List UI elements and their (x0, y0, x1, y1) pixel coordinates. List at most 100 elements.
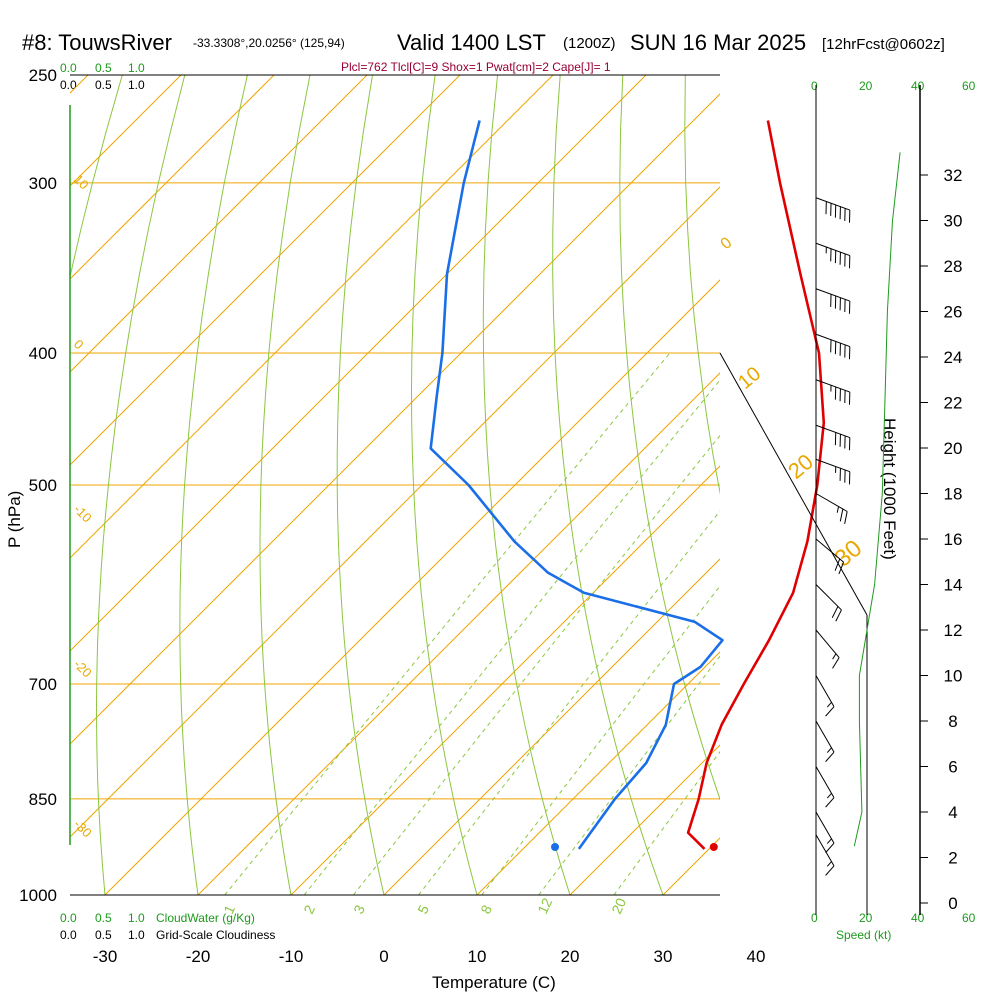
dry-adiabat (259, 75, 311, 895)
isotherm-line (70, 75, 368, 373)
dry-adiabat (179, 75, 248, 895)
cloud-scale-bottom-black-0: 0.0 (60, 928, 77, 942)
isotherm-line (70, 75, 554, 559)
isotherm-label: 10 (71, 172, 92, 193)
surface-dewpoint-dot (551, 843, 559, 851)
pressure-tick-label: 700 (29, 675, 57, 694)
wind-barb-staff (815, 834, 835, 867)
wind-barb (815, 379, 851, 405)
wind-barb-staff (815, 458, 850, 473)
speed-axis: 0 20 40 60 0 20 40 60 Speed (kt) (811, 79, 976, 942)
isotherm-label: 0 (71, 337, 87, 353)
speed-tick-top-3: 60 (962, 79, 976, 93)
dry-adiabat (95, 75, 186, 895)
wind-barb-feather (844, 511, 848, 524)
speed-label: Speed (kt) (836, 928, 891, 942)
wind-barb-half-feather (826, 838, 832, 844)
isotherm-line (383, 558, 720, 895)
mixing-ratio-line (613, 751, 720, 895)
mixing-ratio-label: 5 (414, 902, 432, 916)
wind-barb (815, 424, 851, 451)
wind-barb (815, 458, 851, 485)
cloud-scale-top: 0.0 0.5 1.0 0.0 0.5 1.0 (60, 61, 145, 92)
wind-barb-staff (815, 766, 835, 798)
wind-barb-staff (815, 424, 850, 439)
wind-barb-staff (815, 629, 840, 658)
zulu-time: (1200Z) (563, 35, 616, 52)
cloud-scale-black-2: 1.0 (128, 78, 145, 92)
wind-barb-staff (815, 584, 842, 611)
isotherm-line (70, 75, 647, 652)
wind-speed-profile (853, 152, 901, 847)
mixing-ratio-label: 3 (350, 902, 368, 916)
mixing-ratio-line (303, 379, 720, 895)
height-tick-label: 20 (944, 439, 963, 458)
pressure-tick-label: 400 (29, 344, 57, 363)
pressure-tick-label: 250 (29, 66, 57, 85)
wind-barb (815, 288, 851, 314)
speed-tick-bottom-2: 40 (911, 911, 925, 925)
temperature-tick-label: 0 (379, 947, 388, 966)
wind-barb (815, 629, 840, 669)
isotherm-line (70, 75, 461, 466)
wind-barb-staff (815, 811, 835, 844)
cloud-scale-bottom-black-2: 1.0 (128, 928, 145, 942)
mixing-ratio-line (481, 585, 720, 895)
speed-tick-bottom-0: 0 (811, 911, 818, 925)
wind-barb-feather (825, 865, 835, 876)
wind-barb-feather (825, 706, 835, 717)
mixing-ratio-line (353, 434, 720, 895)
wind-barb-feather (834, 558, 841, 571)
wind-barb-half-feather (832, 653, 837, 660)
mixing-ratio-line (538, 655, 720, 895)
wind-barb-staff (815, 493, 848, 512)
height-tick-label: 10 (944, 667, 963, 686)
isotherm-label: -30 (71, 817, 95, 841)
height-tick-label: 14 (944, 576, 963, 595)
wind-barb (815, 811, 835, 853)
mixing-ratio-label: 20 (608, 895, 629, 916)
temperature-tick-label: 30 (654, 947, 673, 966)
cloud-scale-green-2: 1.0 (128, 61, 145, 75)
temperature-tick-label: 40 (747, 947, 766, 966)
height-axis-title: Height (1000 Feet) (880, 418, 899, 560)
forecast-info: [12hrFcst@0602z] (822, 36, 945, 53)
valid-time: Valid 1400 LST (397, 30, 546, 55)
mixing-ratio-label: 12 (534, 895, 555, 916)
temperature-tick-label: -30 (93, 947, 118, 966)
pressure-tick-label: 300 (29, 174, 57, 193)
wind-barb-feather (831, 606, 839, 618)
pressure-tick-label: 500 (29, 476, 57, 495)
cloud-scale-bottom-black-1: 0.5 (95, 928, 112, 942)
wind-barb-feather (825, 797, 835, 808)
cloud-scale-bottom: 0.0 0.5 1.0 CloudWater (g/Kg) 0.0 0.5 1.… (60, 911, 275, 942)
wind-barb-staff (815, 675, 835, 707)
height-tick-label: 8 (948, 712, 957, 731)
temperature-tick-label: 20 (561, 947, 580, 966)
cloud-scale-black-0: 0.0 (60, 78, 77, 92)
wind-barb-half-feather (836, 506, 840, 513)
stability-indices: Plcl=762 Tlcl[C]=9 Shox=1 Pwat[cm]=2 Cap… (341, 60, 611, 74)
isotherm-label: -20 (71, 657, 95, 681)
isotherm-line (70, 186, 720, 838)
station-title: #8: TouwsRiver (22, 30, 172, 55)
dry-adiabat (482, 75, 571, 895)
height-tick-label: 24 (944, 348, 963, 367)
wind-barb (815, 720, 835, 762)
forecast-date: SUN 16 Mar 2025 (630, 30, 806, 55)
isotherm-line (756, 75, 1000, 895)
temperature-tick-label: -10 (279, 947, 304, 966)
wind-barb-feather (825, 842, 835, 853)
height-tick-label: 28 (944, 257, 963, 276)
skew-boundary-line (719, 352, 868, 616)
isotherm-line (70, 93, 720, 745)
dry-adiabat (748, 75, 942, 895)
dry-adiabat (684, 75, 720, 495)
height-tick-label: 2 (948, 849, 957, 868)
wind-barb-staff (815, 288, 850, 302)
grid-cloud-label: Grid-Scale Cloudiness (156, 928, 275, 942)
height-tick-label: 18 (944, 485, 963, 504)
isotherm-line (290, 465, 720, 895)
height-tick-label: 22 (944, 394, 963, 413)
wind-barb-half-feather (826, 702, 832, 708)
